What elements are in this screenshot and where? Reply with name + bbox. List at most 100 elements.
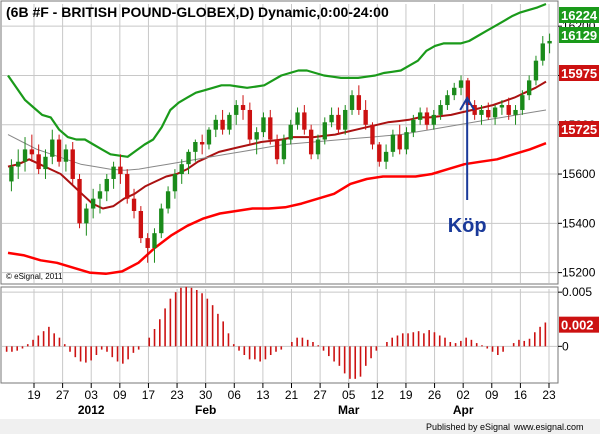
candle-body[interactable] <box>513 109 518 115</box>
candle-body[interactable] <box>145 238 150 248</box>
candle-body[interactable] <box>172 174 178 192</box>
candle-body[interactable] <box>506 105 511 115</box>
candle-body[interactable] <box>356 95 362 110</box>
candle-body[interactable] <box>383 151 389 162</box>
osc-y-tick-label: 0.005 <box>562 285 592 299</box>
candle-body[interactable] <box>111 166 116 179</box>
candle-body[interactable] <box>336 114 341 130</box>
candle-body[interactable] <box>438 105 443 115</box>
candle-body[interactable] <box>227 114 232 130</box>
candle-body[interactable] <box>131 198 137 211</box>
candle-body[interactable] <box>308 129 314 155</box>
candle-body[interactable] <box>390 134 396 152</box>
candle-body[interactable] <box>315 139 321 155</box>
candle-body[interactable] <box>411 119 416 133</box>
x-tick-label: 26 <box>428 388 442 402</box>
candle-body[interactable] <box>179 164 184 175</box>
candle-body[interactable] <box>97 191 103 199</box>
candle-body[interactable] <box>118 166 123 175</box>
candle-body[interactable] <box>295 112 300 125</box>
candle-body[interactable] <box>213 119 218 130</box>
candle-body[interactable] <box>77 178 82 224</box>
candle-body[interactable] <box>520 95 525 110</box>
oscillator-bars <box>5 286 547 379</box>
candle-body[interactable] <box>199 142 205 145</box>
grid <box>2 4 557 382</box>
candle-body[interactable] <box>125 174 130 199</box>
candle-body[interactable] <box>472 105 477 115</box>
candle-body[interactable] <box>16 161 21 167</box>
candle-body[interactable] <box>302 112 307 130</box>
x-month-label: Feb <box>195 403 216 417</box>
candle-body[interactable] <box>56 139 62 162</box>
candle-body[interactable] <box>458 80 464 88</box>
candle-body[interactable] <box>322 122 327 140</box>
candle-body[interactable] <box>240 105 246 110</box>
candle-body[interactable] <box>165 191 171 209</box>
candle-body[interactable] <box>206 129 212 145</box>
candle-body[interactable] <box>254 132 259 140</box>
candle-body[interactable] <box>452 87 457 96</box>
candle-body[interactable] <box>349 95 355 110</box>
oscillator-panel[interactable] <box>0 286 559 384</box>
candle-body[interactable] <box>499 105 505 108</box>
candle-body[interactable] <box>377 144 382 162</box>
candle-body[interactable] <box>220 119 225 130</box>
candle-body[interactable] <box>533 60 539 81</box>
candle-body[interactable] <box>479 109 484 115</box>
candle-body[interactable] <box>431 114 436 125</box>
candle-body[interactable] <box>50 139 55 157</box>
price-panel[interactable] <box>0 0 559 285</box>
candle-body[interactable] <box>43 156 48 170</box>
candle-body[interactable] <box>492 107 498 118</box>
candle-body[interactable] <box>22 149 28 162</box>
candle-body[interactable] <box>70 149 75 179</box>
candle-body[interactable] <box>540 43 545 61</box>
candle-body[interactable] <box>397 134 402 150</box>
candle-body[interactable] <box>36 154 41 170</box>
x-tick-label: 19 <box>27 388 41 402</box>
candle-body[interactable] <box>186 151 191 165</box>
candle-body[interactable] <box>417 112 423 120</box>
annotation: Köp <box>448 96 487 237</box>
candle-body[interactable] <box>547 40 552 44</box>
candle-body[interactable] <box>404 132 409 150</box>
x-tick-label: 17 <box>142 388 156 402</box>
candle-body[interactable] <box>268 117 273 140</box>
candle-body[interactable] <box>445 95 450 106</box>
x-tick-label: 27 <box>56 388 70 402</box>
candle-body[interactable] <box>288 124 293 140</box>
candle-body[interactable] <box>261 117 266 133</box>
candle-body[interactable] <box>234 105 239 115</box>
osc-y-tick-label: 0 <box>562 339 569 353</box>
candle-body[interactable] <box>343 109 348 130</box>
annotation-arrow-icon <box>459 96 476 111</box>
candle-body[interactable] <box>152 233 157 248</box>
x-tick-label: 03 <box>85 388 99 402</box>
candle-body[interactable] <box>84 208 89 224</box>
osc-label-text: 0.002 <box>561 318 594 333</box>
candle-body[interactable] <box>193 142 198 152</box>
candle-body[interactable] <box>104 178 109 192</box>
candle-body[interactable] <box>486 109 491 118</box>
price-label-box <box>559 121 599 137</box>
candle-body[interactable] <box>526 80 532 96</box>
candle-body[interactable] <box>274 139 280 160</box>
candle-body[interactable] <box>465 80 471 106</box>
candle-body[interactable] <box>138 211 144 239</box>
candle-body[interactable] <box>9 166 14 182</box>
candle-body[interactable] <box>29 149 35 155</box>
x-month-label: Apr <box>453 403 474 417</box>
candle-body[interactable] <box>247 109 253 140</box>
candle-body[interactable] <box>159 208 164 234</box>
candle-body[interactable] <box>370 124 375 145</box>
candle-body[interactable] <box>281 139 287 160</box>
candle-body[interactable] <box>329 114 334 123</box>
x-tick-label: 23 <box>542 388 556 402</box>
candle-body[interactable] <box>63 149 69 162</box>
candle-body[interactable] <box>90 198 96 209</box>
candle-body[interactable] <box>424 112 430 125</box>
candle-body[interactable] <box>363 109 368 125</box>
watermark: © eSignal, 2011 <box>6 272 63 281</box>
